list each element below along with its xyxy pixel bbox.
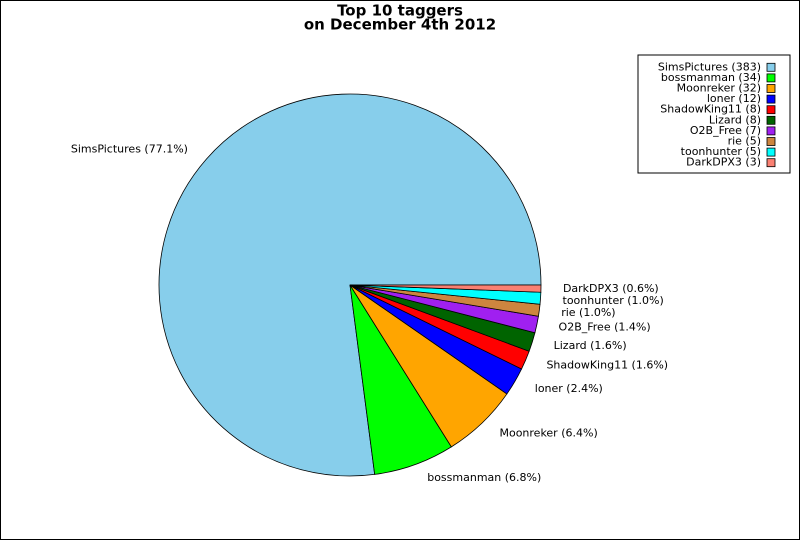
pie-slice [349,284,542,293]
legend-label: Moonreker (32) [677,82,761,95]
legend-swatch [766,94,776,104]
slice-label: toonhunter (1.0%) [563,294,664,307]
legend-label: rie (5) [728,135,761,148]
legend-label: toonhunter (5) [681,145,761,158]
slice-label: SimsPictures (77.1%) [71,143,188,156]
legend-swatch [766,137,776,146]
legend-swatch [766,84,776,93]
slice-label: DarkDPX3 (0.6%) [563,282,659,295]
slice-label: O2B_Free (1.4%) [559,320,651,333]
slice-label: rie (1.0%) [561,306,615,319]
legend-swatch [766,73,776,83]
legend-label: loner (12) [707,92,761,105]
chart-subtitle: on December 4th 2012 [304,16,496,34]
legend-label: O2B_Free (7) [690,124,761,137]
legend-swatch [766,115,776,125]
slice-label: loner (2.4%) [535,382,603,395]
legend-label: Lizard (8) [709,113,761,126]
slice-label: Moonreker (6.4%) [499,426,597,439]
slice-label: Lizard (1.6%) [554,339,627,352]
legend-label: bossmanman (34) [661,71,761,84]
legend-label: ShadowKing11 (8) [660,103,761,116]
slice-label: bossmanman (6.8%) [427,471,541,484]
legend-swatch [766,62,776,72]
chart-title: Top 10 taggers [337,2,463,20]
legend-swatch [766,105,776,115]
legend-swatch [766,147,776,157]
legend-label: SimsPictures (383) [658,60,761,73]
legend-label: DarkDPX3 (3) [686,156,761,169]
pie-slice [158,93,542,477]
legend-swatch [766,158,776,168]
legend-swatch [766,126,776,136]
legend-box [637,54,791,174]
slice-label: ShadowKing11 (1.6%) [546,359,668,372]
